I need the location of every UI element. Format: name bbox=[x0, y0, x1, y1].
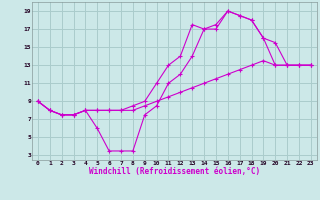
X-axis label: Windchill (Refroidissement éolien,°C): Windchill (Refroidissement éolien,°C) bbox=[89, 167, 260, 176]
